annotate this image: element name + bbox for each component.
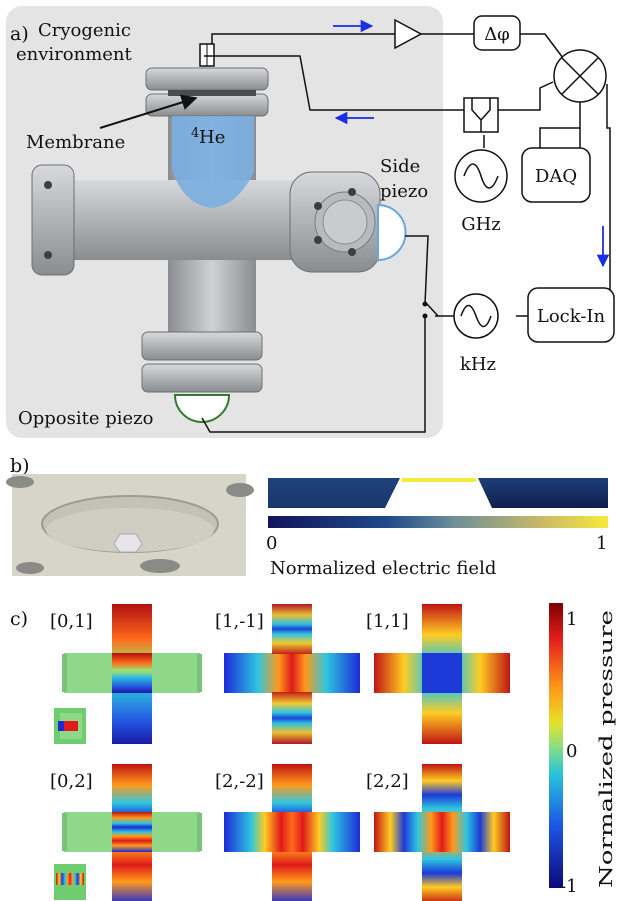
electric-field-simulation [268,478,608,508]
khz-source [453,293,499,339]
panel-c-label: c) [10,608,28,630]
mode-label-3: [0,2] [50,771,93,792]
phase-shifter-label: Δφ [484,24,510,45]
mode-label-1: [1,-1] [215,611,264,632]
panel-a-label: a) [10,23,29,45]
panel-b: b) 0 1 Normalized electric field [6,455,608,579]
side-piezo-label-line2: piezo [380,181,428,202]
efield-colorbar-min: 0 [266,533,277,554]
khz-label: kHz [460,354,496,375]
lockin-box [527,287,615,343]
environment-label-line2: environment [16,44,133,65]
pressure-colorbar-label: Normalized pressure [596,610,617,888]
daq-box [521,147,591,203]
helium-volume [172,116,254,208]
membrane-arrow [99,94,198,129]
membrane-render [6,474,254,576]
helium-superscript: 4 [191,126,199,141]
mixer-symbol [553,49,607,103]
efield-colorbar-label: Normalized electric field [270,558,496,579]
pressure-colorbar-mid: 0 [566,741,577,762]
mode-label-5: [2,2] [366,771,409,792]
mode-0-2-cross [54,764,202,901]
pressure-colorbar [549,603,563,888]
lockin-label: Lock-In [537,306,606,327]
vacuum-cross-chamber [31,67,381,393]
environment-label-line1: Cryogenic [38,20,131,41]
panel-b-label: b) [10,455,30,477]
side-piezo [377,203,407,262]
amplifier-symbol [394,18,423,50]
ghz-label: GHz [461,214,501,235]
pressure-colorbar-max: 1 [566,609,577,630]
daq-label: DAQ [535,166,577,187]
pressure-colorbar-min: -1 [560,876,578,897]
splitter-symbol [463,97,499,133]
mode-0-1-cross [54,604,202,744]
mode-1-1-cross [374,604,510,744]
opposite-piezo-label: Opposite piezo [18,408,154,429]
phase-shifter-box [473,15,521,51]
ghz-source [454,149,508,203]
mode-label-2: [1,1] [366,611,409,632]
efield-colorbar-max: 1 [596,533,607,554]
mode-label-4: [2,-2] [215,771,264,792]
helium-label: He [199,127,225,148]
mode-label-0: [0,1] [50,611,93,632]
panel-c: c) [0,1] [1,-1] [1,1] [10,603,617,901]
electric-field-colorbar [268,516,608,528]
panel-a: a) Cryogenic environment [6,6,615,438]
membrane-label: Membrane [26,132,125,153]
side-piezo-label-line1: Side [380,156,420,177]
mode-2-2-cross [374,764,510,901]
mode-1-neg1-cross [224,604,360,744]
mode-2-neg2-cross [224,764,360,901]
